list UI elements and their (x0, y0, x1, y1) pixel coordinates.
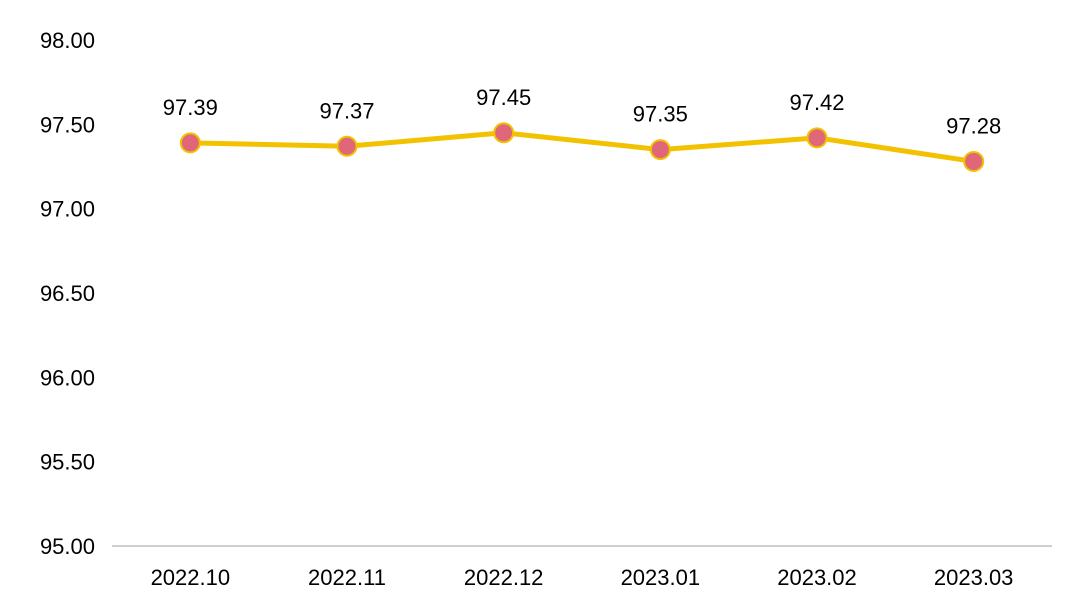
data-label: 97.45 (476, 85, 531, 110)
data-point-marker (336, 135, 358, 157)
y-tick-label: 95.50 (40, 450, 95, 475)
data-label: 97.42 (789, 90, 844, 115)
data-labels: 97.39 97.37 97.45 97.35 97.42 97.28 (163, 85, 1001, 139)
x-tick-label: 2023.03 (934, 565, 1014, 590)
x-tick-label: 2022.11 (308, 565, 386, 590)
y-tick-label: 96.00 (40, 365, 95, 390)
y-tick-label: 97.50 (40, 112, 95, 137)
x-axis-tick-labels: 2022.10 2022.11 2022.12 2023.01 2023.02 2023.… (151, 565, 1014, 590)
data-label: 97.28 (946, 113, 1001, 138)
x-tick-label: 2022.12 (464, 565, 544, 590)
data-label: 97.39 (163, 95, 218, 120)
y-tick-label: 95.00 (40, 534, 95, 559)
data-label: 97.35 (633, 102, 688, 127)
data-point-marker (179, 132, 201, 154)
data-point-marker (806, 127, 828, 149)
y-tick-label: 98.00 (40, 28, 95, 53)
data-point-marker (963, 150, 985, 172)
y-tick-label: 96.50 (40, 281, 95, 306)
x-tick-label: 2023.02 (777, 565, 857, 590)
series-line (187, 130, 977, 164)
data-point-marker (649, 139, 671, 161)
y-tick-label: 97.00 (40, 197, 95, 222)
y-axis-tick-labels: 95.00 95.50 96.00 96.50 97.00 97.50 98.00 (40, 28, 95, 559)
x-tick-label: 2023.01 (621, 565, 701, 590)
data-point-marker (493, 122, 515, 144)
x-tick-label: 2022.10 (151, 565, 231, 590)
data-label: 97.37 (319, 98, 374, 123)
series-markers (179, 122, 985, 172)
